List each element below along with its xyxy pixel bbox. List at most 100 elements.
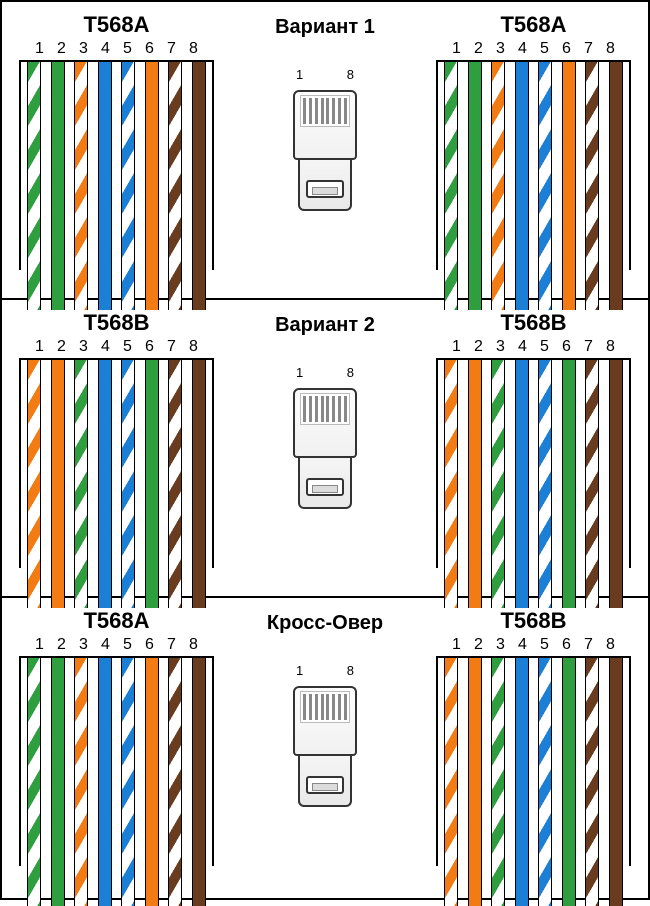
wire-slot xyxy=(142,360,162,568)
wiring-panel: T568B12345678 xyxy=(431,310,636,568)
connector-pin-label: 8 xyxy=(347,365,354,380)
wire-slot xyxy=(142,658,162,866)
wiring-panel: T568B12345678 xyxy=(431,608,636,866)
wire-blue xyxy=(98,360,112,608)
pin-number: 8 xyxy=(183,338,205,356)
pin-number: 6 xyxy=(139,338,161,356)
pin-number: 5 xyxy=(534,40,556,58)
wire-slot xyxy=(24,62,44,270)
wire-blue-white xyxy=(538,360,552,608)
pin-number: 1 xyxy=(29,636,51,654)
wire-slot xyxy=(465,360,485,568)
pin-number: 5 xyxy=(534,338,556,356)
pin-number: 2 xyxy=(51,40,73,58)
wire-slot xyxy=(465,62,485,270)
wire-slot xyxy=(118,658,138,866)
wire-slot xyxy=(118,62,138,270)
wiring-diagram-frame: T568A12345678Вариант 118T568A12345678T56… xyxy=(0,0,650,900)
variant-title: Вариант 2 xyxy=(275,314,375,337)
wire-slot xyxy=(488,360,508,568)
diagram-row: T568A 12345678 Кросс-Овер18T568B12345678 xyxy=(2,598,648,896)
pin-number: 3 xyxy=(73,636,95,654)
pin-number-row: 12345678 xyxy=(446,40,622,58)
panel-title: T568B xyxy=(500,310,566,336)
pin-number: 6 xyxy=(556,40,578,58)
wire-blue-white xyxy=(538,62,552,310)
wire-block xyxy=(436,60,631,270)
center-column: Кросс-Овер18 xyxy=(230,608,420,810)
pin-number: 7 xyxy=(578,40,600,58)
pin-number: 4 xyxy=(95,40,117,58)
wire-slot xyxy=(48,62,68,270)
connector-pin-label: 1 xyxy=(296,67,303,82)
connector-pin-label: 8 xyxy=(347,67,354,82)
center-column: Вариант 118 xyxy=(230,12,420,214)
diagram-row: T568A12345678Вариант 118T568A12345678 xyxy=(2,2,648,300)
rj45-connector: 18 xyxy=(290,67,360,214)
wire-slot xyxy=(441,62,461,270)
wiring-panel: T568B12345678 xyxy=(14,310,219,568)
wire-orange-white xyxy=(74,658,88,906)
wire-blue xyxy=(98,658,112,906)
pin-number: 5 xyxy=(117,636,139,654)
wire-blue-white xyxy=(538,658,552,906)
wire-slot xyxy=(488,62,508,270)
wire-slot xyxy=(142,62,162,270)
wire-block xyxy=(19,656,214,866)
wire-brown-white xyxy=(585,62,599,310)
wire-slot xyxy=(48,658,68,866)
wire-slot xyxy=(441,360,461,568)
wire-slot xyxy=(71,360,91,568)
wire-slot xyxy=(582,360,602,568)
pin-number: 3 xyxy=(73,338,95,356)
wire-slot xyxy=(95,658,115,866)
pin-number: 4 xyxy=(95,636,117,654)
connector-pin-labels: 18 xyxy=(290,663,360,678)
pin-number: 2 xyxy=(51,338,73,356)
wire-brown xyxy=(192,658,206,906)
wire-slot xyxy=(189,62,209,270)
wire-blue xyxy=(98,62,112,310)
pin-number: 2 xyxy=(468,338,490,356)
wire-brown-white xyxy=(585,658,599,906)
pin-number: 1 xyxy=(446,338,468,356)
wire-slot xyxy=(48,360,68,568)
panel-title: T568B xyxy=(83,310,149,336)
pin-number: 4 xyxy=(512,636,534,654)
pin-number: 8 xyxy=(600,40,622,58)
panel-title: T568A xyxy=(83,608,149,634)
wire-slot xyxy=(165,360,185,568)
wire-block xyxy=(19,60,214,270)
rj45-connector: 18 xyxy=(290,663,360,810)
wire-green xyxy=(468,62,482,310)
wire-slot xyxy=(165,62,185,270)
pin-number: 7 xyxy=(161,636,183,654)
wire-orange xyxy=(562,62,576,310)
wire-slot xyxy=(535,62,555,270)
pin-number: 1 xyxy=(446,40,468,58)
pin-number-row: 12345678 xyxy=(29,636,205,654)
pin-number-row: 12345678 xyxy=(446,636,622,654)
wire-slot xyxy=(559,62,579,270)
wire-orange-white xyxy=(27,360,41,608)
wire-slot xyxy=(24,658,44,866)
wire-brown xyxy=(609,658,623,906)
wire-slot xyxy=(606,360,626,568)
pin-number: 8 xyxy=(183,636,205,654)
wire-blue-white xyxy=(121,62,135,310)
pin-number: 5 xyxy=(117,40,139,58)
wire-slot xyxy=(512,360,532,568)
pin-number: 7 xyxy=(578,338,600,356)
rj45-icon xyxy=(290,680,360,810)
wire-slot xyxy=(118,360,138,568)
wire-green-white xyxy=(74,360,88,608)
wire-slot xyxy=(71,62,91,270)
wire-green-white xyxy=(491,658,505,906)
connector-pin-label: 8 xyxy=(347,663,354,678)
wire-slot xyxy=(512,658,532,866)
wire-orange xyxy=(468,658,482,906)
panel-title: T568A xyxy=(500,12,566,38)
wire-brown-white xyxy=(168,360,182,608)
pin-number: 4 xyxy=(512,40,534,58)
wire-orange-white xyxy=(74,62,88,310)
